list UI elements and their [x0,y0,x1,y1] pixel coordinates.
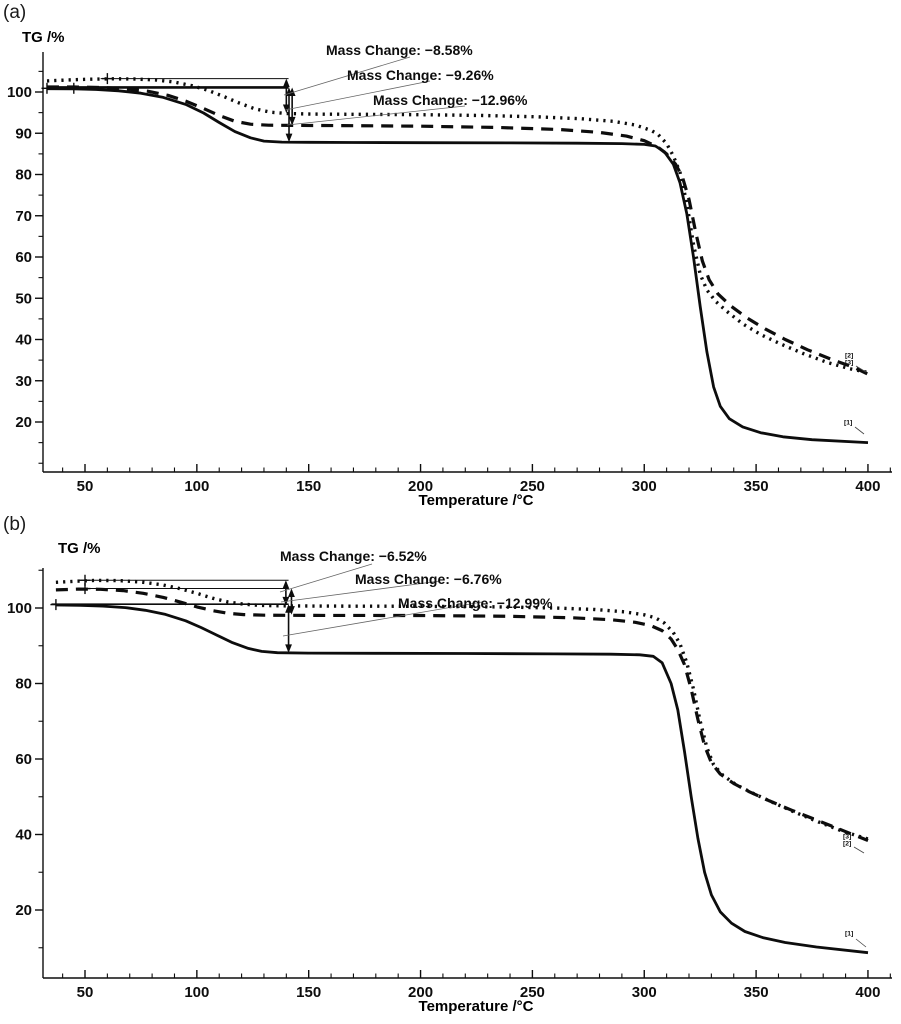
series-curves [46,77,869,444]
curve-end-label: [3] [845,360,853,367]
x-tick-label: 150 [296,478,321,495]
end-label-leader-line [855,938,867,948]
x-tick-label: 150 [296,984,321,1001]
curve-sample-2-dashed [55,587,869,842]
series-curves [55,578,869,955]
axes: 50 100 150 200 250 300 350 400 20 30 40 50 60 70 80 90 1… [7,52,892,495]
x-tick-label: 250 [520,984,545,1001]
panel-a-y-axis-title: TG /% [22,29,65,46]
mass-change-label: Mass Change: −6.52% [280,548,427,564]
axes: 50 100 150 200 250 300 350 400 20 40 60 80 100 [7,568,892,1001]
mass-change-label: Mass Change: −12.99% [398,595,553,611]
annotation-leader-line [282,601,483,637]
annotation-leader-line [286,105,466,126]
y-tick-label: 90 [15,125,32,142]
mass-change-label: Mass Change: −8.58% [326,42,473,58]
x-tick-label: 50 [77,984,94,1001]
y-tick-label: 50 [15,290,32,307]
chart-panel-b: 50 100 150 200 250 300 350 400 20 40 60 80 100 Mass C… [7,548,892,1001]
y-tick-label: 70 [15,208,32,225]
x-tick-label: 100 [184,478,209,495]
curve-sample-3-dotted [46,77,869,375]
y-tick-label: 100 [7,600,32,617]
x-tick-label: 400 [855,478,880,495]
end-label-leader-line [853,846,865,854]
panel-b-y-axis-title: TG /% [58,540,101,557]
arrowhead-up [282,580,290,589]
y-tick-label: 30 [15,373,32,390]
annotation-leader-line [280,580,441,603]
y-tick-label: 60 [15,249,32,266]
chart-panel-a: 50 100 150 200 250 300 350 400 20 30 40 50 60 70 80 90 1… [7,42,892,495]
x-tick-label: 350 [744,478,769,495]
y-tick-label: 60 [15,751,32,768]
y-tick-label: 40 [15,827,32,844]
curve-end-label: [2] [845,353,853,360]
arrowhead-up [282,78,290,88]
curve-sample-1-solid [55,603,869,955]
panel-a-x-axis-title: Temperature /°C [418,492,534,509]
y-tick-label: 40 [15,332,32,349]
panel-b-label: (b) [3,514,27,535]
arrowhead-down [285,133,293,143]
x-tick-label: 350 [744,984,769,1001]
measurement-marks [41,73,296,143]
curve-sample-3-dotted [55,578,869,841]
x-tick-label: 250 [520,478,545,495]
annotations: Mass Change: −8.58% Mass Change: −9.26% Ma… [283,42,867,435]
x-tick-label: 200 [408,478,433,495]
panel-a-label: (a) [3,2,27,23]
x-tick-label: 300 [632,478,657,495]
x-tick-label: 100 [184,984,209,1001]
y-tick-label: 80 [15,167,32,184]
x-tick-label: 400 [855,984,880,1001]
y-tick-label: 20 [15,902,32,919]
x-tick-label: 200 [408,984,433,1001]
curve-end-label: [1] [845,931,853,938]
annotation-leader-line [284,80,431,111]
y-tick-label: 100 [7,84,32,101]
arrowhead-down [288,116,296,126]
y-tick-label: 80 [15,676,32,693]
arrowhead-down [285,644,292,653]
arrowhead-up [285,604,292,613]
curve-sample-1-solid [46,87,869,444]
arrowhead-down [282,104,290,114]
curve-end-label: [1] [844,420,852,427]
annotations: Mass Change: −6.52% Mass Change: −6.76% Ma… [279,548,867,948]
curve-end-label: [3] [843,834,851,841]
annotation-leader-line [283,56,411,96]
mass-change-label: Mass Change: −12.96% [373,92,528,108]
y-tick-label: 20 [15,414,32,431]
mass-change-label: Mass Change: −9.26% [347,67,494,83]
end-label-leader-line [854,426,865,435]
end-label-leader-line [855,365,867,373]
x-tick-label: 300 [632,984,657,1001]
arrowhead-up [288,588,295,598]
annotation-leader-line [279,563,373,593]
mass-change-label: Mass Change: −6.76% [355,571,502,587]
curve-sample-2-dashed [47,85,869,376]
curve-end-label: [2] [843,841,851,848]
x-tick-label: 50 [77,478,94,495]
panel-b-x-axis-title: Temperature /°C [418,998,534,1015]
